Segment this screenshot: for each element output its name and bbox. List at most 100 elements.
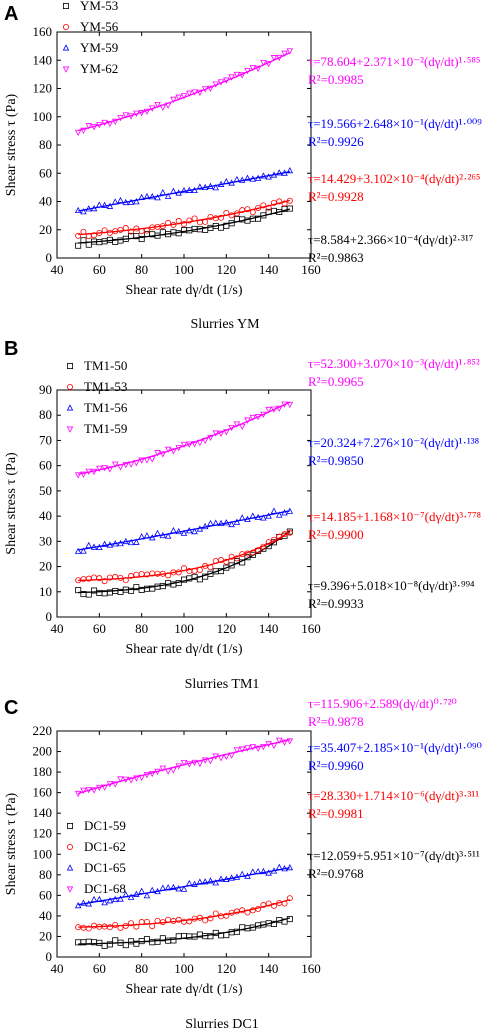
x-tick-label: 160 <box>301 262 321 277</box>
data-point <box>154 450 161 457</box>
data-point <box>217 430 225 437</box>
data-point <box>154 194 161 201</box>
series-dc1-62 <box>75 895 293 932</box>
legend-label: YM-62 <box>80 61 118 76</box>
x-tick-label: 80 <box>135 262 148 277</box>
r-squared-label: R²=0.9933 <box>308 596 364 611</box>
series-dc1-65 <box>74 863 294 909</box>
data-point <box>117 237 124 244</box>
x-tick-label: 140 <box>259 262 279 277</box>
y-tick-label: 140 <box>33 805 53 820</box>
fit-line <box>78 171 290 212</box>
data-point <box>270 507 278 514</box>
data-point <box>254 65 262 73</box>
r-squared-label: R²=0.9928 <box>308 189 364 204</box>
data-point <box>276 198 283 205</box>
data-point <box>164 192 172 199</box>
data-point <box>260 902 267 909</box>
data-point <box>196 183 204 190</box>
data-point <box>254 745 262 752</box>
data-point <box>223 558 230 565</box>
data-point <box>286 205 293 212</box>
chart-panel-b: B 40 60 80 100 120 140 160 0 10 20 30 40 50 60 70 80 90 Sh… <box>4 338 482 692</box>
data-point <box>170 526 177 534</box>
data-point <box>159 765 167 772</box>
series-dc1-59 <box>75 916 293 949</box>
fit-line <box>78 510 290 551</box>
data-point <box>148 456 156 463</box>
equation-label: τ=14.429+3.102×10⁻⁴(dγ/dt)²·²⁶⁵ <box>308 171 480 186</box>
data-point <box>175 916 182 923</box>
data-point <box>122 462 130 469</box>
data-point <box>196 89 204 96</box>
series-ym-59 <box>74 167 294 215</box>
y-axis-title: Shear stress τ (Pa) <box>4 792 19 895</box>
data-point <box>265 204 272 211</box>
y-tick-label: 80 <box>39 407 52 422</box>
data-point <box>128 920 135 927</box>
data-point <box>233 421 241 428</box>
data-point <box>101 201 108 208</box>
fit-line <box>77 739 290 795</box>
data-point <box>143 892 151 899</box>
x-tick-label: 60 <box>93 961 106 976</box>
data-point <box>233 71 241 79</box>
y-tick-label: 160 <box>33 24 53 39</box>
data-point <box>101 578 108 585</box>
r-squared-label: R²=0.9926 <box>308 134 364 149</box>
legend-marker <box>67 362 74 369</box>
data-point <box>112 921 119 928</box>
fit-line <box>78 867 290 906</box>
equation-label: τ=9.396+5.018×10⁻⁸(dγ/dt)³·⁹⁹⁴ <box>308 578 475 593</box>
y-tick-label: 50 <box>39 483 52 498</box>
legend-label: TM1-50 <box>84 358 127 373</box>
fit-line <box>78 199 290 236</box>
data-point <box>265 60 272 68</box>
y-tick-label: 100 <box>33 109 53 124</box>
y-tick-label: 60 <box>39 458 52 473</box>
data-point <box>101 540 108 547</box>
data-point <box>249 551 256 558</box>
legend-label: DC1-68 <box>84 881 126 896</box>
x-tick-label: 140 <box>259 961 279 976</box>
data-point <box>91 922 98 929</box>
legend-label: YM-56 <box>80 19 119 34</box>
y-tick-label: 200 <box>33 744 53 759</box>
data-point <box>96 465 103 472</box>
data-point <box>207 434 214 442</box>
data-point <box>74 790 82 798</box>
data-point <box>228 553 235 560</box>
data-point <box>164 532 172 539</box>
fit-line <box>78 52 291 132</box>
data-point <box>228 520 235 528</box>
data-point <box>154 938 161 945</box>
data-point <box>186 918 193 925</box>
y-axis-title: Shear stress τ (Pa) <box>4 452 19 555</box>
panel-label: A <box>4 3 18 25</box>
legend-label: DC1-62 <box>84 839 126 854</box>
equation-label: τ=78.604+2.371×10⁻²(dγ/dt)¹·⁵⁸⁵ <box>308 54 480 69</box>
data-point <box>228 74 235 81</box>
x-axis-title: Shear rate dγ/dt (1/s) <box>126 283 243 298</box>
data-point <box>249 414 257 422</box>
data-point <box>85 123 93 130</box>
y-tick-label: 80 <box>39 867 52 882</box>
data-point <box>281 739 288 746</box>
data-point <box>270 199 277 206</box>
fit-line <box>78 531 291 582</box>
x-tick-label: 160 <box>301 961 321 976</box>
data-point <box>133 198 140 205</box>
y-tick-label: 20 <box>39 928 52 943</box>
data-point <box>244 174 251 181</box>
data-point <box>75 587 82 594</box>
data-point <box>80 208 87 215</box>
data-point <box>170 96 177 103</box>
data-point <box>85 925 92 932</box>
x-tick-label: 140 <box>259 621 279 636</box>
x-tick-label: 60 <box>93 262 106 277</box>
data-point <box>138 887 145 894</box>
series-ym-62 <box>74 48 294 137</box>
data-point <box>286 167 294 174</box>
data-point <box>270 920 277 927</box>
data-point <box>111 118 119 125</box>
